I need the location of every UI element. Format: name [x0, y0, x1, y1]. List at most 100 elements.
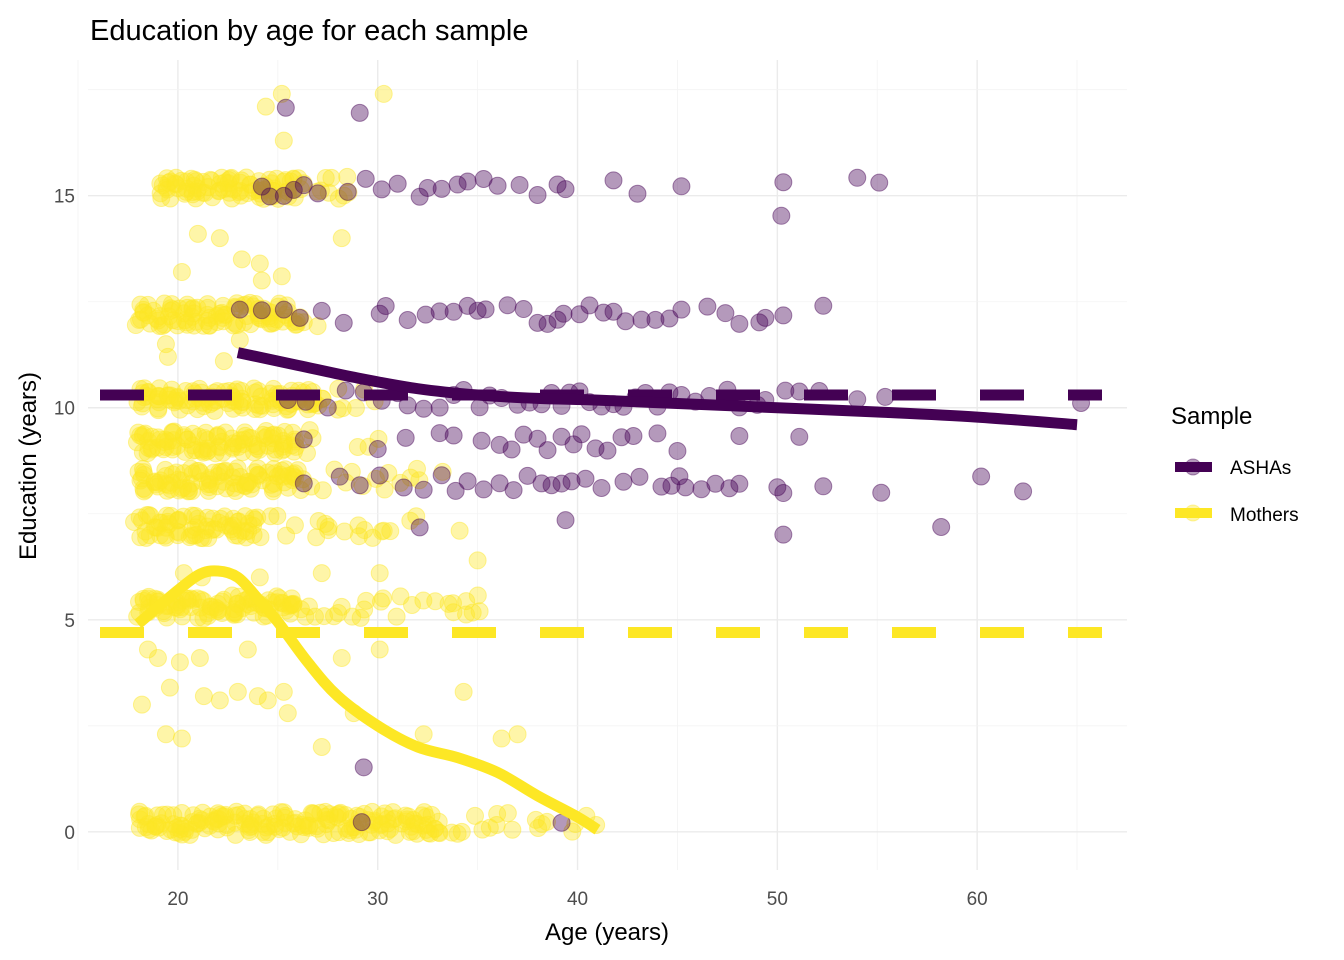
- legend: Sample ASHAs Mothers: [1171, 403, 1299, 526]
- mothers-point: [322, 168, 341, 187]
- mothers-point: [165, 393, 184, 412]
- mothers-point: [190, 648, 209, 667]
- mothers-point: [168, 387, 187, 406]
- mothers-point: [280, 596, 299, 615]
- mothers-point: [198, 475, 217, 494]
- mothers-point: [332, 597, 351, 616]
- mothers-point: [138, 306, 157, 325]
- ashas-point: [668, 441, 687, 460]
- mothers-point: [265, 815, 284, 834]
- mothers-point: [468, 551, 487, 570]
- mothers-point: [212, 592, 231, 611]
- ashas-point: [354, 758, 373, 777]
- mothers-point: [319, 521, 338, 540]
- mothers-point: [214, 590, 233, 609]
- mothers-point: [224, 604, 243, 623]
- mothers-point: [210, 229, 229, 248]
- mothers-point: [174, 507, 193, 526]
- mothers-point: [265, 313, 284, 332]
- mothers-point: [328, 808, 347, 827]
- mothers-point: [235, 423, 254, 442]
- mothers-point: [148, 648, 167, 667]
- mothers-point: [272, 593, 291, 612]
- mothers-point: [167, 175, 186, 194]
- mothers-point: [167, 463, 186, 482]
- mothers-point: [145, 518, 164, 537]
- mothers-point: [256, 176, 275, 195]
- mothers-point: [264, 181, 283, 200]
- mothers-point: [255, 428, 274, 447]
- mothers-point: [398, 810, 417, 829]
- mothers-point: [225, 313, 244, 332]
- mothers-point: [248, 687, 267, 706]
- mothers-point: [282, 595, 301, 614]
- mothers-point: [386, 825, 405, 844]
- mothers-point: [217, 818, 236, 837]
- mothers-point: [142, 427, 161, 446]
- ashas-point: [432, 466, 451, 485]
- mothers-point: [216, 516, 235, 535]
- ashas-point: [616, 312, 635, 331]
- mothers-point: [188, 400, 207, 419]
- mothers-point: [336, 805, 355, 824]
- mothers-point: [136, 522, 155, 541]
- mothers-point: [238, 184, 257, 203]
- mothers-point: [186, 518, 205, 537]
- mothers-point: [355, 804, 374, 823]
- mothers-point: [216, 805, 235, 824]
- mothers-point: [182, 482, 201, 501]
- mothers-point: [154, 440, 173, 459]
- mothers-point: [492, 729, 511, 748]
- mothers-point: [412, 806, 431, 825]
- mothers-point: [282, 436, 301, 455]
- mothers-point: [267, 809, 286, 828]
- mothers-point: [415, 803, 434, 822]
- mothers-point: [324, 824, 343, 843]
- mothers-point: [240, 815, 259, 834]
- mothers-point: [209, 600, 228, 619]
- mothers-point: [130, 592, 149, 611]
- ashas-point: [528, 185, 547, 204]
- mothers-point: [503, 820, 522, 839]
- ashas-point: [774, 306, 793, 325]
- ashas-point: [604, 171, 623, 190]
- mothers-point: [249, 172, 268, 191]
- mothers-point: [201, 597, 220, 616]
- mothers-point: [244, 182, 263, 201]
- ashas-point: [368, 440, 387, 459]
- mothers-point: [288, 817, 307, 836]
- mothers-point: [161, 189, 180, 208]
- mothers-point: [232, 521, 251, 540]
- mothers-point: [147, 816, 166, 835]
- mothers-point: [319, 811, 338, 830]
- mothers-point: [169, 510, 188, 529]
- ashas-point: [756, 308, 775, 327]
- mothers-point: [254, 425, 273, 444]
- ashas-point: [548, 310, 567, 329]
- ashas-point: [564, 435, 583, 454]
- mothers-point: [224, 180, 243, 199]
- y-tick-label: 15: [54, 187, 75, 208]
- mothers-point: [200, 478, 219, 497]
- mothers-point: [139, 432, 158, 451]
- mothers-point: [159, 515, 178, 534]
- legend-item-ashas: ASHAs: [1175, 458, 1291, 479]
- mothers-point: [208, 804, 227, 823]
- mothers-point: [149, 399, 168, 418]
- mothers-point: [439, 594, 458, 613]
- mothers-point: [274, 131, 293, 150]
- mothers-point: [148, 438, 167, 457]
- ashas-point: [848, 390, 867, 409]
- mothers-point: [189, 514, 208, 533]
- mothers-point: [264, 399, 283, 418]
- ashas-point: [294, 430, 313, 449]
- mothers-point: [139, 815, 158, 834]
- mothers-point: [236, 477, 255, 496]
- mothers-point: [175, 184, 194, 203]
- mothers-point: [249, 304, 268, 323]
- mothers-point: [213, 303, 232, 322]
- mothers-point: [235, 814, 254, 833]
- ashas-point: [594, 303, 613, 322]
- mothers-point: [209, 814, 228, 833]
- mothers-point: [263, 426, 282, 445]
